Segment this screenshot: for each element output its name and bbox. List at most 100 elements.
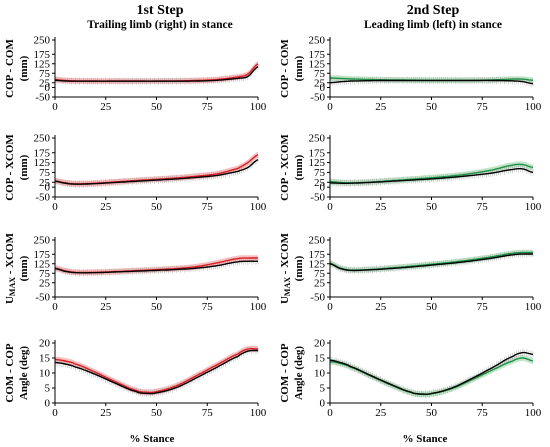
confidence-band xyxy=(55,345,258,396)
y-tick-label: -50 xyxy=(310,92,325,104)
col2-subtitle: Leading limb (left) in stance xyxy=(364,19,502,31)
x-tick-label: 100 xyxy=(250,301,267,313)
x-tick-label: 100 xyxy=(525,201,542,213)
x-tick-label: 0 xyxy=(327,201,333,213)
x-tick-label: 100 xyxy=(250,407,267,419)
col1-subtitle: Trailing limb (right) in stance xyxy=(87,19,232,31)
y-tick-label: -50 xyxy=(310,292,325,304)
y-axis-label: COP - XCOM (mm) xyxy=(4,134,30,201)
x-tick-label: 0 xyxy=(52,101,58,113)
y-axis-label-line2: (mm) xyxy=(18,255,30,281)
y-tick-label: 25 xyxy=(39,277,51,289)
x-tick-label: 50 xyxy=(151,201,163,213)
x-tick-label: 25 xyxy=(375,101,387,113)
y-tick-label: 250 xyxy=(309,133,326,145)
y-tick-label: 175 xyxy=(309,249,326,261)
y-axis-label: COP - COM (mm) xyxy=(279,39,305,98)
series-line-black xyxy=(54,66,259,82)
x-tick-label: 25 xyxy=(375,201,387,213)
x-tick-label: 50 xyxy=(426,101,438,113)
series-line-black xyxy=(329,253,534,272)
y-axis-label-line1: UMAX - XCOM xyxy=(279,232,292,304)
y-tick-label: 0 xyxy=(45,182,51,194)
y-axis-label-line2: (mm) xyxy=(293,55,305,81)
y-tick-label: -50 xyxy=(310,192,325,204)
x-tick-label: 75 xyxy=(202,101,214,113)
y-tick-label: 175 xyxy=(34,249,51,261)
y-tick-label: 0 xyxy=(320,182,326,194)
y-tick-label: 75 xyxy=(39,268,51,280)
series-line-black xyxy=(54,158,259,185)
y-tick-label: 10 xyxy=(39,368,51,380)
x-tick-label: 75 xyxy=(477,407,489,419)
x-tick-label: 75 xyxy=(202,301,214,313)
x-axis-label-left: % Stance xyxy=(130,433,175,445)
y-tick-label: 15 xyxy=(39,353,51,365)
y-tick-label: 75 xyxy=(314,167,326,179)
y-tick-label: 125 xyxy=(34,258,51,270)
x-tick-label: 50 xyxy=(151,301,163,313)
y-axis-label: UMAX - XCOM (mm) xyxy=(4,232,30,304)
y-axis-label-line2: Angle (deg) xyxy=(293,346,305,400)
x-tick-label: 75 xyxy=(202,201,214,213)
y-tick-label: 15 xyxy=(314,353,326,365)
col2-title: 2nd Step xyxy=(407,3,460,18)
y-tick-label: 10 xyxy=(314,368,326,380)
y-axis-label-line2: (mm) xyxy=(293,154,305,180)
y-axis-label-line2: (mm) xyxy=(293,255,305,281)
y-tick-label: 5 xyxy=(320,383,326,395)
y-tick-label: 250 xyxy=(309,235,326,247)
x-tick-label: 25 xyxy=(375,407,387,419)
y-axis-label-line1: COM - COP xyxy=(279,343,291,403)
x-tick-label: 75 xyxy=(477,201,489,213)
y-tick-label: 125 xyxy=(34,58,51,70)
y-tick-label: -50 xyxy=(35,92,50,104)
x-tick-label: 0 xyxy=(52,407,58,419)
y-axis-label-line2: Angle (deg) xyxy=(18,346,30,400)
y-tick-label: 175 xyxy=(34,147,51,159)
y-axis-label-line1: UMAX - XCOM xyxy=(4,232,17,304)
x-tick-label: 0 xyxy=(52,201,58,213)
y-axis-label-line2: (mm) xyxy=(18,154,30,180)
y-tick-label: 125 xyxy=(309,258,326,270)
series-line-black xyxy=(54,260,258,274)
x-tick-label: 25 xyxy=(100,101,112,113)
series-line-black xyxy=(329,79,534,85)
x-axis-label-right: % Stance xyxy=(403,433,448,445)
series-line-colored xyxy=(54,347,259,394)
x-tick-label: 100 xyxy=(250,201,267,213)
y-axis-label: COP - XCOM (mm) xyxy=(279,134,305,201)
x-tick-label: 0 xyxy=(52,301,58,313)
y-tick-label: 25 xyxy=(39,77,51,89)
y-tick-label: 175 xyxy=(309,147,326,159)
x-tick-label: 0 xyxy=(327,101,333,113)
x-tick-label: 50 xyxy=(426,201,438,213)
x-tick-label: 50 xyxy=(151,101,163,113)
y-axis-label: COM - COP Angle (deg) xyxy=(279,343,305,403)
x-tick-label: 100 xyxy=(525,407,542,419)
series-line-black xyxy=(329,168,534,184)
x-tick-label: 50 xyxy=(426,301,438,313)
x-tick-label: 50 xyxy=(426,407,438,419)
y-axis-label-line1: COM - COP xyxy=(4,343,16,403)
y-tick-label: 20 xyxy=(39,338,51,350)
x-tick-label: 100 xyxy=(250,101,267,113)
x-tick-label: 75 xyxy=(202,407,214,419)
x-tick-label: 25 xyxy=(100,407,112,419)
y-axis-label-line1: COP - XCOM xyxy=(279,134,291,201)
y-tick-label: 25 xyxy=(314,77,326,89)
y-tick-label: 175 xyxy=(309,49,326,61)
y-tick-label: 20 xyxy=(314,338,326,350)
x-tick-label: 100 xyxy=(525,101,542,113)
y-tick-label: 250 xyxy=(34,133,51,145)
y-tick-label: 175 xyxy=(34,49,51,61)
y-tick-label: 250 xyxy=(309,35,326,47)
y-axis-label: UMAX - XCOM (mm) xyxy=(279,232,305,304)
series-line-black xyxy=(329,351,534,395)
